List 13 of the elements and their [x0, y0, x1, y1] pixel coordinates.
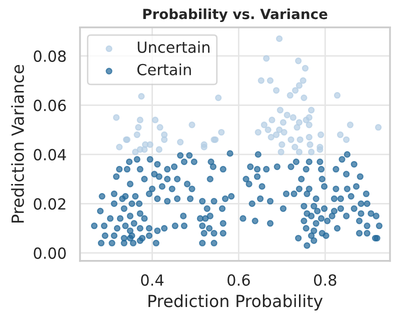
y-axis-title: Prediction Variance: [11, 64, 24, 223]
y-tick-label: 0.06: [34, 100, 66, 112]
x-tick-label: 0.8: [314, 274, 336, 286]
x-tick-label: 0.6: [228, 274, 250, 286]
legend-label: Certain: [137, 64, 191, 76]
chart-title: Probability vs. Variance: [143, 8, 328, 22]
y-tick-label: 0.08: [34, 50, 66, 62]
x-axis-title: Prediction Probability: [148, 294, 323, 310]
x-tick-label: 0.4: [141, 274, 164, 286]
y-tick-label: 0.00: [34, 247, 66, 259]
y-tick-label: 0.02: [34, 198, 66, 210]
legend-label: Uncertain: [138, 41, 210, 53]
y-tick-label: 0.04: [34, 148, 66, 160]
